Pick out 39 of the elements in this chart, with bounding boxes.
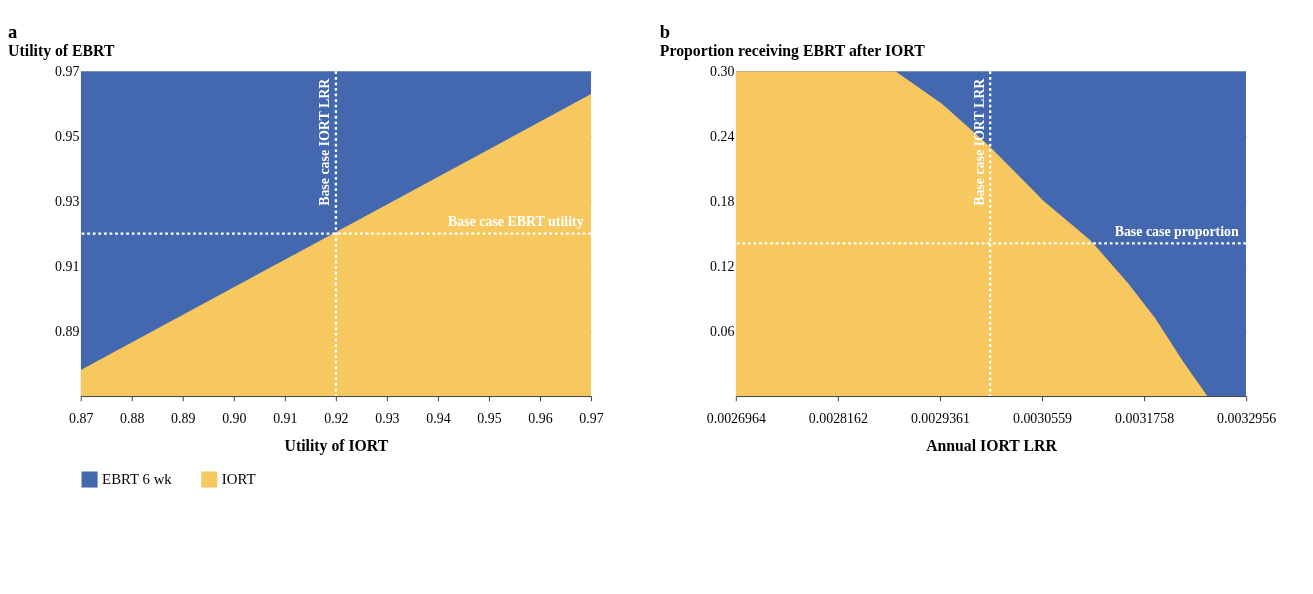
x-tick-label: 0.0032956	[1217, 411, 1277, 427]
x-tick-label: 0.97	[579, 411, 604, 427]
chart-title: a	[8, 20, 18, 42]
x-tick-label: 0.0028162	[808, 411, 868, 427]
legend-label: EBRT 6 wk	[102, 471, 173, 488]
x-tick-label: 0.92	[324, 411, 349, 427]
legend-label: IORT	[221, 471, 256, 488]
x-tick-label: 0.96	[528, 411, 553, 427]
y-tick-label: 0.12	[710, 259, 735, 275]
y-axis-title: Proportion receiving EBRT after IORT	[659, 42, 926, 61]
y-tick-label: 0.06	[710, 324, 735, 340]
x-tick-label: 0.87	[69, 411, 94, 427]
x-tick-label: 0.0029361	[910, 411, 971, 427]
x-tick-label: 0.93	[375, 411, 400, 427]
y-tick-label: 0.30	[710, 64, 735, 80]
y-tick-label: 0.91	[54, 259, 80, 275]
y-tick-label: 0.97	[54, 64, 80, 80]
y-tick-label: 0.89	[54, 324, 80, 340]
ref-line-label: Base case proportion	[1114, 224, 1240, 240]
x-tick-label: 0.95	[477, 411, 502, 427]
x-tick-label: 0.90	[222, 411, 247, 427]
x-tick-label: 0.0031758	[1115, 411, 1175, 427]
x-tick-label: 0.88	[120, 411, 145, 427]
y-tick-label: 0.18	[710, 194, 735, 210]
y-tick-label: 0.93	[54, 194, 80, 210]
x-axis-title: Annual IORT LRR	[926, 437, 1058, 455]
x-tick-label: 0.89	[171, 411, 196, 427]
x-tick-label: 0.0026964	[706, 411, 766, 427]
ref-line-label: Base case IORT LRR	[317, 77, 333, 206]
x-axis-title: Utility of IORT	[284, 437, 389, 456]
ref-line-label: Base case IORT LRR	[971, 77, 987, 206]
y-tick-label: 0.24	[710, 129, 735, 145]
chart-title: b	[659, 20, 671, 42]
y-axis-title: Utility of EBRT	[8, 42, 115, 61]
x-tick-label: 0.0030559	[1012, 411, 1073, 427]
ref-line-label: Base case EBRT utility	[448, 214, 584, 230]
y-tick-label: 0.95	[54, 129, 80, 145]
x-tick-label: 0.94	[426, 411, 451, 427]
x-tick-label: 0.91	[273, 411, 298, 427]
